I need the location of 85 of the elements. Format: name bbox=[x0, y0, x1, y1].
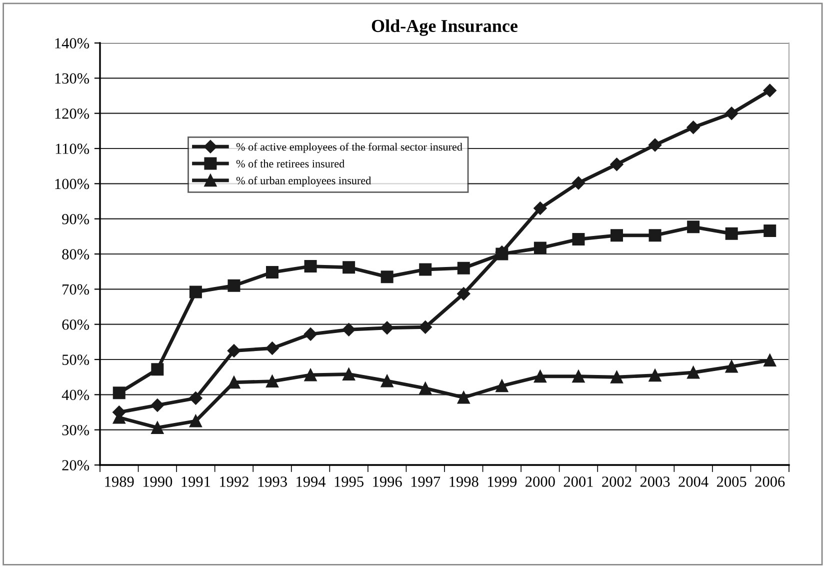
y-tick-label: 40% bbox=[62, 390, 90, 400]
x-tick-label: 1989 bbox=[105, 476, 134, 487]
x-tick-label: 2006 bbox=[755, 476, 785, 487]
legend-label: % of the retirees insured bbox=[236, 160, 344, 168]
point bbox=[189, 392, 202, 405]
y-tick-label: 140% bbox=[55, 38, 90, 48]
point bbox=[228, 279, 240, 292]
point bbox=[457, 287, 470, 300]
point bbox=[534, 370, 546, 383]
point bbox=[610, 229, 623, 242]
point bbox=[724, 106, 738, 120]
point bbox=[380, 270, 394, 284]
x-tick-label: 1996 bbox=[373, 476, 402, 487]
point bbox=[266, 375, 278, 388]
x-tick-label: 1997 bbox=[411, 476, 440, 487]
x-tick-label: 2001 bbox=[564, 476, 593, 487]
legend-label: % of active employees of the formal sector insured bbox=[236, 142, 462, 153]
point bbox=[151, 363, 164, 376]
point bbox=[534, 242, 546, 254]
y-tick-label: 130% bbox=[55, 73, 90, 84]
point bbox=[227, 344, 241, 358]
point bbox=[228, 376, 240, 389]
point bbox=[151, 421, 164, 434]
point bbox=[418, 320, 432, 334]
x-tick-label: 2004 bbox=[678, 476, 708, 487]
point bbox=[534, 202, 547, 215]
y-tick-label: 80% bbox=[62, 249, 90, 260]
point bbox=[687, 220, 700, 234]
point bbox=[764, 354, 776, 366]
x-tick-label: 1990 bbox=[143, 476, 172, 487]
point bbox=[686, 120, 700, 134]
point bbox=[572, 370, 585, 383]
point bbox=[266, 342, 279, 355]
point bbox=[419, 382, 432, 395]
point bbox=[457, 391, 470, 404]
x-tick-label: 2005 bbox=[716, 476, 746, 487]
y-tick-label: 70% bbox=[62, 284, 90, 295]
point bbox=[342, 323, 356, 336]
point bbox=[304, 260, 317, 273]
x-tick-label: 1991 bbox=[182, 476, 210, 487]
point bbox=[496, 380, 508, 392]
legend-label: % of urban employees insured bbox=[236, 176, 372, 187]
point bbox=[380, 374, 394, 388]
point bbox=[648, 138, 662, 152]
x-tick-label: 1998 bbox=[450, 476, 478, 487]
point bbox=[687, 366, 700, 379]
y-tick-label: 100% bbox=[55, 178, 90, 190]
x-tick-label: 2002 bbox=[602, 476, 632, 487]
point bbox=[342, 261, 356, 274]
x-tick-label: 1992 bbox=[220, 476, 248, 487]
point bbox=[304, 368, 317, 382]
point bbox=[380, 321, 394, 334]
point bbox=[304, 328, 318, 341]
y-tick-label: 50% bbox=[62, 354, 90, 365]
point bbox=[112, 386, 126, 400]
point bbox=[764, 224, 776, 238]
point bbox=[189, 414, 202, 428]
y-tick-label: 90% bbox=[62, 214, 90, 224]
point bbox=[648, 369, 662, 382]
point bbox=[610, 158, 624, 171]
point bbox=[342, 368, 356, 381]
x-tick-label: 1994 bbox=[296, 476, 326, 487]
x-tick-label: 1995 bbox=[334, 476, 364, 487]
x-tick-label: 2003 bbox=[640, 476, 670, 487]
point bbox=[725, 360, 738, 373]
point bbox=[572, 176, 586, 190]
y-tick-label: 110% bbox=[56, 144, 90, 154]
point bbox=[150, 398, 164, 412]
y-tick-label: 60% bbox=[62, 319, 90, 330]
x-tick-label: 1993 bbox=[258, 476, 287, 487]
y-tick-label: 120% bbox=[55, 108, 90, 119]
point bbox=[189, 286, 202, 298]
point bbox=[457, 262, 470, 274]
x-tick-label: 2000 bbox=[526, 476, 555, 487]
chart-title: Old-Age Insurance bbox=[372, 19, 518, 36]
point bbox=[648, 229, 662, 242]
y-tick-label: 20% bbox=[62, 460, 90, 470]
point bbox=[725, 227, 738, 240]
point bbox=[266, 266, 278, 279]
point bbox=[419, 263, 432, 276]
point bbox=[610, 370, 623, 384]
point bbox=[763, 84, 776, 98]
y-tick-label: 30% bbox=[62, 424, 90, 436]
point bbox=[572, 232, 585, 246]
x-tick-label: 1999 bbox=[488, 476, 517, 487]
